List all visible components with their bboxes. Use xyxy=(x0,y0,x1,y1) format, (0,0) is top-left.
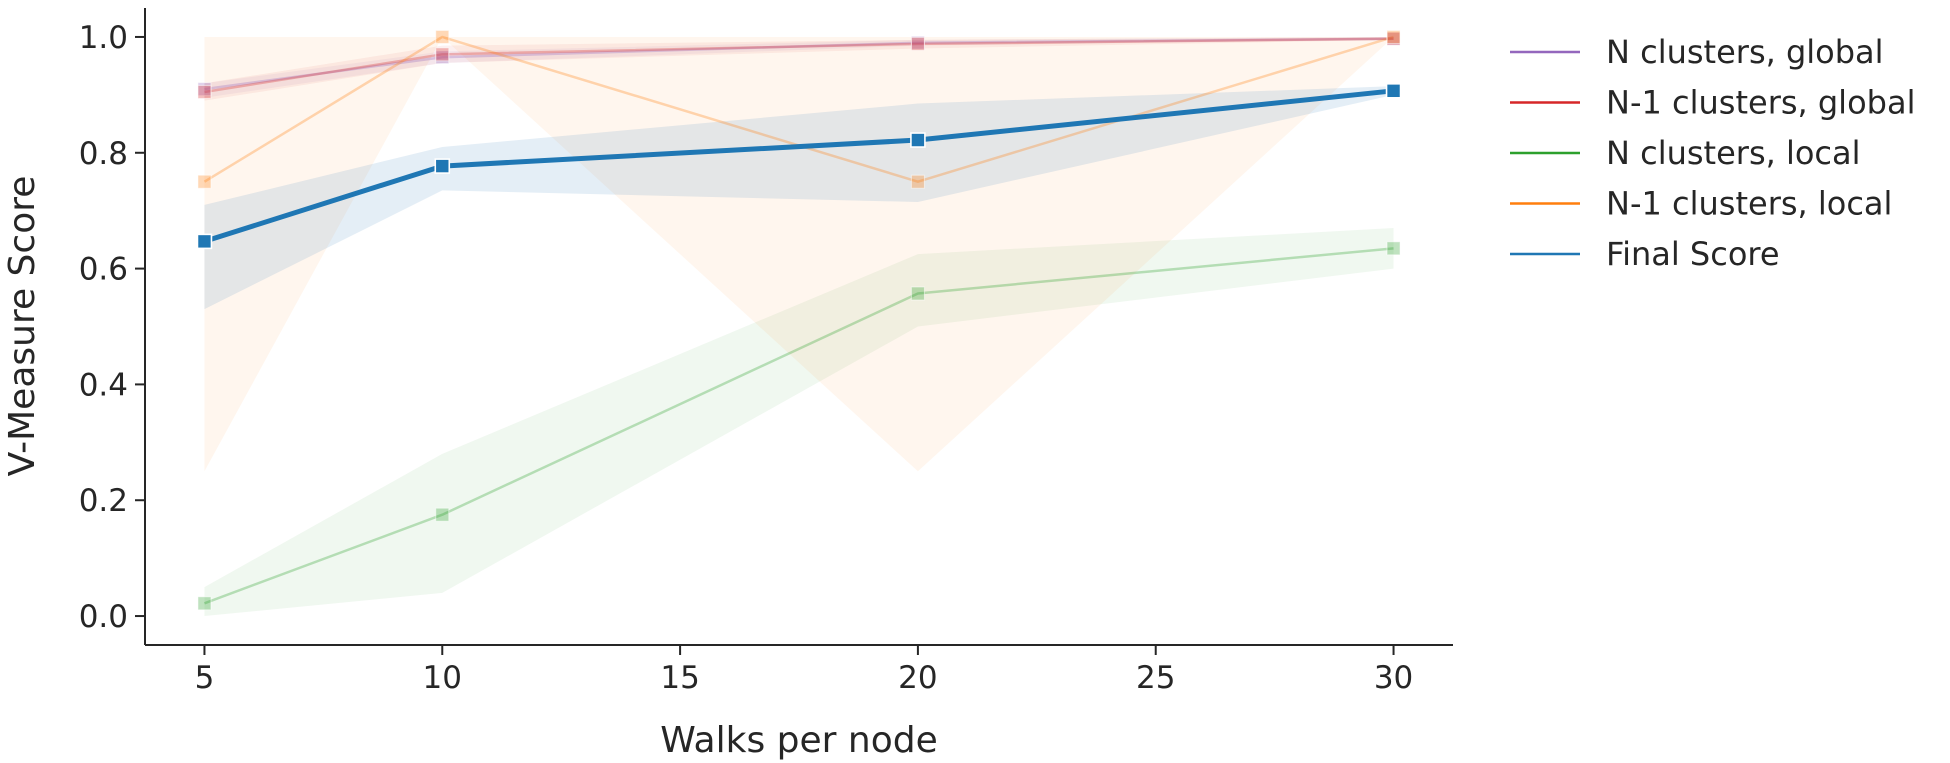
marker-n-clusters-local xyxy=(910,286,925,301)
legend-label-n-1-clusters-local: N-1 clusters, local xyxy=(1606,185,1892,223)
marker-n-clusters-local xyxy=(197,596,212,611)
marker-final-score xyxy=(434,158,451,174)
line-n-1-clusters-global xyxy=(204,37,1394,94)
y-tick-label: 1.0 xyxy=(79,20,128,56)
marker-n-1-clusters-local xyxy=(910,174,925,189)
y-tick-label: 0.6 xyxy=(79,252,128,288)
x-tick-label: 5 xyxy=(195,660,215,696)
x-tick-label: 30 xyxy=(1374,660,1413,696)
marker-n-1-clusters-global xyxy=(435,47,450,62)
band-n-1-clusters-local xyxy=(204,36,1394,472)
marker-final-score xyxy=(1385,83,1402,99)
y-ticks: 0.0 0.2 0.4 0.6 0.8 1.0 xyxy=(79,20,145,635)
x-tick-label: 20 xyxy=(898,660,937,696)
legend-label-n-1-clusters-global: N-1 clusters, global xyxy=(1606,84,1915,122)
band-n-clusters-local xyxy=(204,228,1394,617)
y-tick-label: 0.4 xyxy=(79,367,128,403)
legend: N clusters, global N-1 clusters, global N … xyxy=(1510,33,1915,273)
y-axis-title: V-Measure Score xyxy=(2,176,43,477)
legend-label-final-score: Final Score xyxy=(1606,235,1780,273)
line-final-score xyxy=(203,88,1394,244)
band-n-1-clusters-global xyxy=(204,36,1394,101)
x-axis-title: Walks per node xyxy=(660,720,938,761)
series-markers xyxy=(196,29,1402,611)
marker-n-clusters-local xyxy=(435,507,450,522)
x-tick-label: 15 xyxy=(660,660,699,696)
marker-final-score xyxy=(196,233,213,250)
y-tick-label: 0.8 xyxy=(79,136,128,172)
marker-n-1-clusters-local xyxy=(1386,29,1401,44)
axes xyxy=(144,8,1453,646)
marker-n-1-clusters-global xyxy=(197,84,212,99)
line-n-1-clusters-local xyxy=(203,35,1394,183)
band-final-score xyxy=(204,86,1394,310)
series-lines xyxy=(203,35,1394,605)
confidence-bands xyxy=(204,36,1394,617)
marker-n-1-clusters-local xyxy=(197,174,212,189)
marker-final-score xyxy=(910,132,926,148)
y-tick-label: 0.0 xyxy=(79,599,128,635)
marker-n-1-clusters-global xyxy=(910,36,925,51)
legend-label-n-clusters-local: N clusters, local xyxy=(1606,134,1861,172)
marker-n-clusters-local xyxy=(1386,241,1401,256)
line-n-clusters-global xyxy=(204,37,1394,91)
line-n-clusters-local xyxy=(204,247,1394,605)
x-tick-label: 25 xyxy=(1136,660,1175,696)
band-n-clusters-global xyxy=(204,36,1394,98)
y-tick-label: 0.2 xyxy=(79,483,128,519)
x-ticks: 5 10 15 20 25 30 xyxy=(195,645,1413,696)
marker-n-1-clusters-local xyxy=(435,29,450,44)
legend-label-n-clusters-global: N clusters, global xyxy=(1606,33,1884,71)
x-tick-label: 10 xyxy=(423,660,462,696)
